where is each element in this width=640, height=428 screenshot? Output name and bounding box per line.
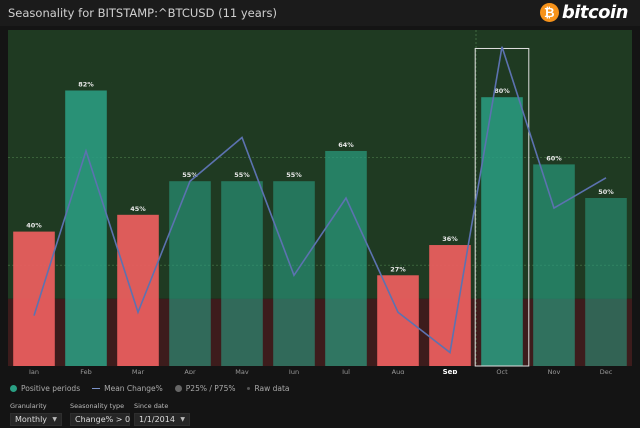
- legend-label: Mean Change%: [104, 384, 163, 393]
- bar-jan: [13, 231, 55, 366]
- since-date-label: Since date: [134, 402, 169, 410]
- x-tick-label: Jul: [341, 368, 350, 374]
- chevron-down-icon: ▼: [52, 416, 57, 423]
- bar-label: 50%: [598, 188, 614, 196]
- x-tick-label: Nov: [548, 368, 561, 374]
- bar-label: 36%: [442, 235, 458, 243]
- seasonality-chart: 40% 82% 45% 55% 55% 55% 64% 27% 36% 80% 60% 50% Jan F…: [8, 30, 632, 374]
- bar-label: 55%: [286, 171, 302, 179]
- seasonality-type-select[interactable]: Change% > 0 ▼: [70, 413, 139, 426]
- brand-logo: ₿ bitcoin: [539, 2, 629, 23]
- since-date-value: 1/1/2014: [139, 415, 175, 424]
- bar-oct: [481, 97, 523, 366]
- bar-label: 40%: [26, 222, 42, 230]
- x-tick-label: Jan: [28, 368, 39, 374]
- legend-raw-data[interactable]: Raw data: [247, 384, 290, 393]
- legend-label: Raw data: [254, 384, 290, 393]
- since-date-control: Since date 1/1/2014 ▼: [134, 402, 190, 426]
- x-tick-label: Apr: [184, 368, 196, 374]
- bar-label: 55%: [234, 171, 250, 179]
- bar-mar: [117, 214, 159, 366]
- x-tick-label: Oct: [496, 368, 508, 374]
- bar-label: 60%: [546, 154, 562, 162]
- chart-title: Seasonality for BITSTAMP:^BTCUSD (11 yea…: [8, 6, 277, 20]
- bar-feb: [65, 90, 107, 366]
- legend-positive-periods[interactable]: Positive periods: [10, 384, 80, 393]
- bar-label: 82%: [78, 80, 94, 88]
- legend-label: P25% / P75%: [185, 384, 236, 393]
- granularity-control: Granularity Monthly ▼: [10, 402, 62, 426]
- x-tick-label: Sep: [443, 368, 458, 374]
- bar-label: 55%: [182, 171, 198, 179]
- seasonality-type-label: Seasonality type: [70, 402, 125, 410]
- legend-mean-change[interactable]: Mean Change%: [92, 384, 163, 393]
- mean-change-line: [33, 46, 607, 355]
- seasonality-type-value: Change% > 0: [75, 415, 131, 424]
- legend-percentiles[interactable]: P25% / P75%: [174, 384, 236, 393]
- legend-label: Positive periods: [21, 384, 81, 393]
- bar-aug: [377, 275, 419, 366]
- seasonality-type-control: Seasonality type Change% > 0 ▼: [70, 402, 139, 426]
- chart-header: Seasonality for BITSTAMP:^BTCUSD (11 yea…: [0, 0, 640, 26]
- bar-apr: [169, 181, 211, 366]
- bar-sep: [429, 245, 471, 366]
- bar-label: 64%: [338, 141, 354, 149]
- legend-line-icon: [92, 387, 101, 390]
- bar-may: [221, 181, 263, 366]
- legend: Positive periods Mean Change% P25% / P75…: [10, 384, 302, 393]
- lower-band: [8, 298, 632, 366]
- x-tick-label: Mar: [132, 368, 145, 374]
- upper-band: [8, 30, 632, 299]
- legend-dot-icon: [247, 387, 251, 390]
- legend-dot-icon: [174, 385, 182, 392]
- x-tick-label: Aug: [392, 368, 405, 374]
- bar-nov: [533, 164, 575, 366]
- chevron-down-icon: ▼: [180, 416, 185, 423]
- x-tick-label: Feb: [80, 368, 92, 374]
- bar-label: 27%: [390, 265, 406, 273]
- granularity-label: Granularity: [10, 402, 47, 410]
- since-date-select[interactable]: 1/1/2014 ▼: [134, 413, 190, 426]
- bar-label: 45%: [130, 205, 146, 213]
- x-tick-label: May: [235, 368, 249, 374]
- bar-jul: [325, 150, 367, 366]
- bar-label: 80%: [494, 87, 510, 95]
- bar-dec: [585, 198, 627, 366]
- x-tick-label: Dec: [600, 368, 613, 374]
- legend-dot-icon: [10, 385, 17, 392]
- bitcoin-icon: ₿: [539, 3, 559, 22]
- brand-text: bitcoin: [561, 2, 629, 23]
- x-tick-label: Jun: [288, 368, 299, 374]
- granularity-select[interactable]: Monthly ▼: [10, 413, 62, 426]
- granularity-value: Monthly: [15, 415, 48, 424]
